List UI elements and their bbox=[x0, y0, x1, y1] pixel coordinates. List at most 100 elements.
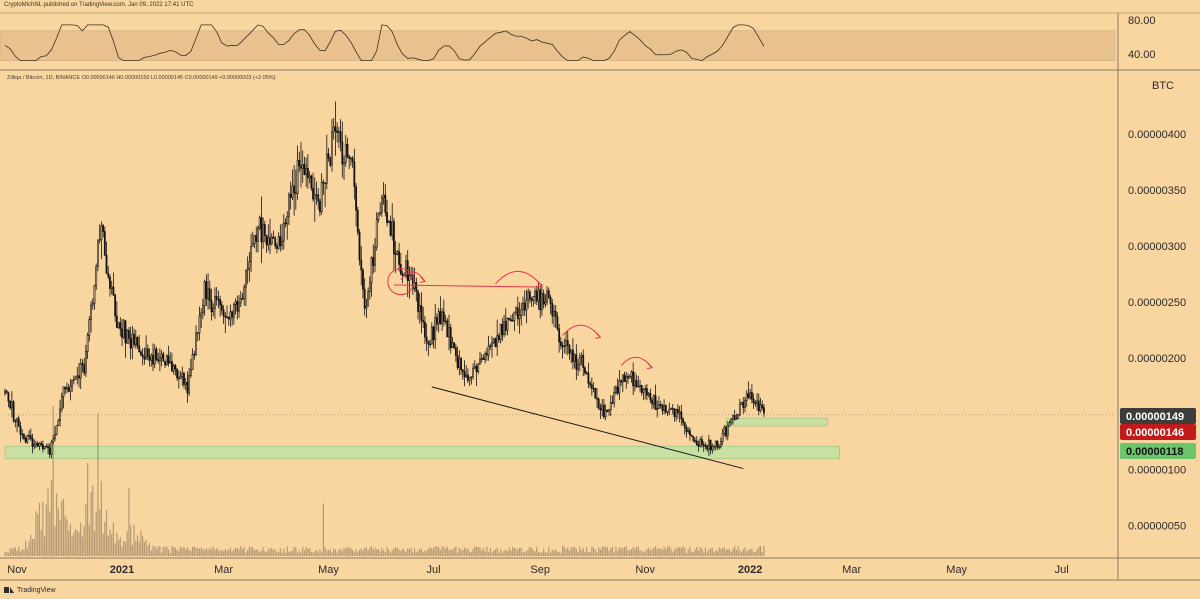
candle bbox=[604, 404, 607, 421]
candle bbox=[608, 408, 610, 416]
candle bbox=[553, 304, 555, 328]
volume-bar bbox=[465, 549, 467, 556]
candle bbox=[432, 325, 435, 349]
candle bbox=[353, 148, 356, 200]
candle bbox=[499, 323, 502, 344]
volume-bar bbox=[498, 552, 500, 556]
volume-bar bbox=[532, 550, 534, 556]
candle bbox=[551, 298, 554, 324]
volume-bar bbox=[173, 547, 175, 556]
volume-bar bbox=[477, 546, 479, 556]
volume-bar bbox=[503, 550, 505, 556]
volume-bar bbox=[322, 503, 324, 556]
candle bbox=[436, 313, 438, 331]
volume-bar bbox=[753, 551, 755, 556]
candle bbox=[169, 351, 172, 364]
volume-bar bbox=[625, 546, 627, 556]
volume-bar bbox=[639, 550, 641, 556]
volume-bar bbox=[575, 548, 577, 556]
support-zone bbox=[4, 445, 840, 459]
candle bbox=[128, 327, 130, 345]
candle bbox=[508, 317, 511, 321]
candle bbox=[637, 376, 640, 388]
volume-bar bbox=[692, 552, 694, 556]
volume-bar bbox=[214, 549, 216, 556]
volume-bar bbox=[138, 541, 140, 556]
volume-bar bbox=[617, 550, 619, 556]
candle bbox=[467, 368, 469, 383]
volume-bar bbox=[711, 547, 713, 556]
candle bbox=[539, 286, 542, 319]
candle bbox=[28, 430, 30, 440]
volume-bar bbox=[727, 548, 729, 556]
volume-bar bbox=[536, 546, 538, 556]
candle bbox=[16, 417, 18, 433]
volume-bar bbox=[80, 522, 82, 556]
candle bbox=[184, 377, 187, 391]
candle bbox=[332, 117, 335, 140]
volume-bar bbox=[591, 546, 593, 556]
candle bbox=[29, 428, 32, 441]
volume-bar bbox=[327, 550, 330, 556]
candle bbox=[95, 263, 98, 290]
volume-bar bbox=[30, 534, 32, 556]
volume-bar bbox=[167, 549, 170, 556]
volume-bar bbox=[204, 549, 206, 556]
volume-bar bbox=[517, 549, 519, 556]
price-axis-unit: BTC bbox=[1152, 80, 1174, 92]
volume-bar bbox=[360, 548, 362, 556]
volume-bar bbox=[221, 549, 223, 556]
candle bbox=[492, 337, 495, 345]
candle bbox=[582, 349, 585, 377]
volume-bar bbox=[673, 549, 676, 556]
volume-bar bbox=[333, 548, 335, 556]
symbol-info-line: Zilliqa / Bitcoin, 1D, BINANCE O0.000001… bbox=[7, 75, 276, 81]
volume-bar bbox=[453, 548, 455, 556]
candle bbox=[177, 370, 180, 389]
candle bbox=[165, 354, 168, 366]
volume-bar bbox=[377, 549, 380, 556]
candle bbox=[537, 283, 540, 310]
volume-bar bbox=[33, 539, 35, 556]
brand-label: TradingView bbox=[17, 586, 56, 594]
volume-bar bbox=[666, 546, 669, 556]
volume-bar bbox=[389, 552, 392, 556]
volume-bar bbox=[515, 548, 517, 556]
time-axis[interactable]: Nov 2021 Mar May Jul Sep Nov 2022 Mar May Jul bbox=[7, 564, 1068, 576]
candle bbox=[90, 301, 92, 333]
volume-bar bbox=[529, 546, 531, 556]
volume-bar bbox=[198, 548, 201, 556]
annotation-arc-arrow bbox=[562, 324, 602, 339]
volume-bar bbox=[326, 550, 328, 556]
volume-bar bbox=[660, 548, 662, 556]
candle bbox=[219, 295, 222, 317]
volume-bar bbox=[293, 546, 295, 556]
candle bbox=[319, 198, 321, 217]
volume-bar bbox=[520, 547, 522, 556]
candle bbox=[48, 443, 51, 459]
volume-bar bbox=[78, 532, 80, 556]
candle bbox=[461, 368, 464, 380]
volume-bar bbox=[608, 550, 610, 556]
volume-bar bbox=[352, 550, 354, 556]
tradingview-brand[interactable]: TradingView bbox=[4, 584, 56, 596]
candle bbox=[12, 400, 15, 423]
candle bbox=[215, 287, 218, 306]
candle bbox=[639, 380, 641, 392]
volume-bar bbox=[23, 549, 25, 556]
volume-bar bbox=[229, 547, 232, 556]
volume-bar bbox=[450, 549, 452, 556]
candle bbox=[181, 366, 184, 387]
volume-bar bbox=[689, 546, 691, 556]
price-axis[interactable]: BTC 0.00000400 0.00000350 0.00000300 0.0000… bbox=[1120, 80, 1196, 533]
volume-bar bbox=[278, 552, 280, 556]
volume-bar bbox=[482, 548, 485, 556]
candle bbox=[704, 442, 707, 450]
candle bbox=[706, 444, 709, 452]
volume-bar bbox=[723, 547, 725, 556]
volume-bar bbox=[751, 548, 753, 556]
volume-bar bbox=[641, 550, 643, 556]
volume-bar bbox=[188, 549, 190, 556]
candle bbox=[573, 353, 576, 369]
